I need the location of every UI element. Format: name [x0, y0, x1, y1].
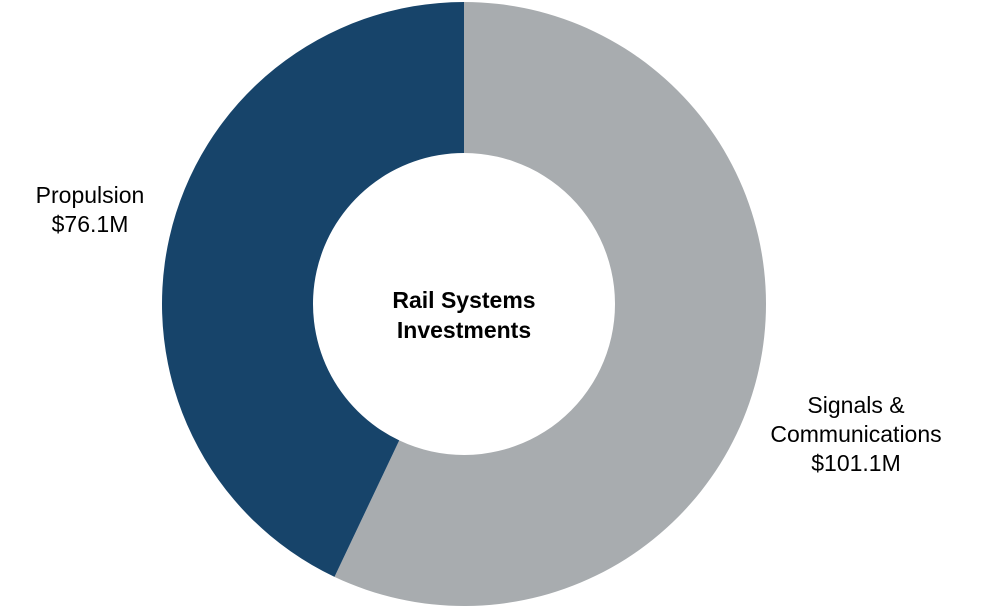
propulsion-name: Propulsion	[35, 182, 145, 208]
propulsion-label: Propulsion $76.1M	[20, 181, 160, 239]
signals-communications-label: Signals & Communications $101.1M	[738, 391, 974, 478]
propulsion-value: $76.1M	[51, 211, 129, 237]
chart-title: Rail Systems Investments	[392, 287, 536, 343]
slice-signals-communications	[334, 2, 766, 606]
signals-name-line2: Communications	[770, 421, 942, 447]
signals-name-line1: Signals &	[807, 392, 905, 418]
slice-propulsion	[161, 2, 464, 577]
signals-value: $101.1M	[811, 450, 901, 476]
